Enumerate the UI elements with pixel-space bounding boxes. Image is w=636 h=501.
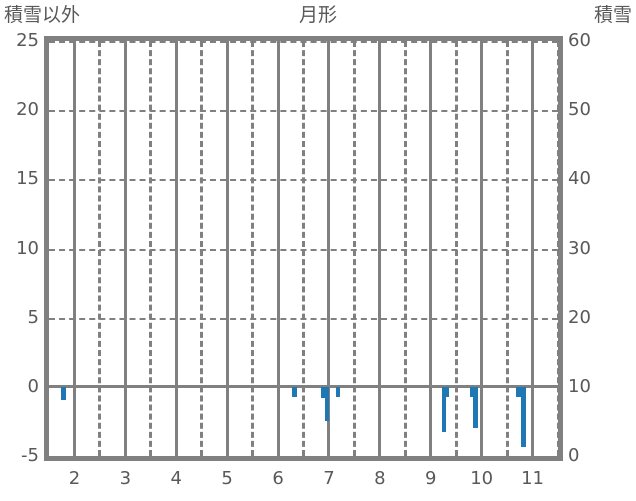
right-tick-label: 20 (568, 306, 591, 328)
x-tick-label: 6 (272, 468, 284, 489)
x-tick-label: 10 (470, 468, 494, 489)
data-bar (521, 386, 526, 447)
right-tick-label: 0 (568, 445, 580, 466)
vertical-gridline-minor (251, 41, 255, 456)
vertical-gridline-major (480, 41, 484, 456)
right-tick-label: 40 (568, 168, 591, 190)
plot-area (44, 36, 563, 461)
vertical-gridline-minor (302, 41, 305, 456)
vertical-gridline-minor (352, 41, 356, 456)
x-tick-label: 11 (521, 468, 544, 489)
data-bar (441, 386, 447, 433)
x-tick-label: 3 (119, 468, 132, 489)
x-tick-label: 9 (425, 468, 437, 489)
vertical-gridline-major (531, 41, 535, 456)
vertical-gridline-major (72, 41, 76, 456)
data-bar (335, 386, 341, 398)
data-bar (470, 386, 475, 398)
data-bar (473, 386, 478, 429)
left-tick-label: 0 (27, 375, 39, 397)
vertical-gridline-minor (149, 41, 153, 456)
data-bar (292, 386, 297, 398)
left-tick-label: -5 (21, 445, 39, 466)
vertical-gridline-minor (505, 41, 509, 456)
vertical-gridline-major (225, 41, 229, 456)
left-tick-label: 10 (16, 237, 39, 259)
x-tick-label: 7 (323, 468, 335, 489)
left-tick-label: 25 (16, 30, 39, 51)
vertical-gridline-major (327, 41, 331, 456)
right-tick-label: 10 (568, 375, 591, 397)
chart-title: 月形 (298, 4, 337, 26)
x-tick-label: 8 (374, 468, 386, 489)
right-tick-label: 30 (568, 237, 591, 259)
data-bar (444, 386, 450, 397)
vertical-gridline-major (276, 41, 280, 456)
vertical-gridline-minor (98, 41, 102, 456)
vertical-gridline-minor (403, 41, 407, 456)
x-tick-label: 5 (221, 468, 233, 489)
vertical-gridline-major (429, 41, 433, 456)
vertical-gridline-major (378, 41, 382, 456)
left-axis-title: 積雪以外 (4, 4, 81, 26)
vertical-gridline-minor (454, 41, 458, 456)
data-bar (324, 386, 330, 421)
vertical-gridline-minor (200, 41, 204, 456)
plot-canvas (49, 41, 558, 456)
data-bar (60, 386, 66, 400)
x-tick-label: 4 (170, 468, 182, 489)
right-tick-label: 50 (568, 99, 591, 121)
right-axis-title: 積雪 (593, 4, 632, 26)
left-tick-label: 5 (27, 306, 39, 328)
data-bar (516, 386, 521, 398)
x-tick-label: 2 (68, 468, 81, 489)
data-bar (320, 386, 326, 398)
vertical-gridline-major (123, 41, 127, 456)
right-tick-label: 60 (568, 30, 591, 51)
left-tick-label: 20 (16, 99, 39, 121)
vertical-gridline-major (174, 41, 178, 456)
vertical-gridline-minor (556, 41, 558, 456)
left-tick-label: 15 (16, 168, 39, 190)
